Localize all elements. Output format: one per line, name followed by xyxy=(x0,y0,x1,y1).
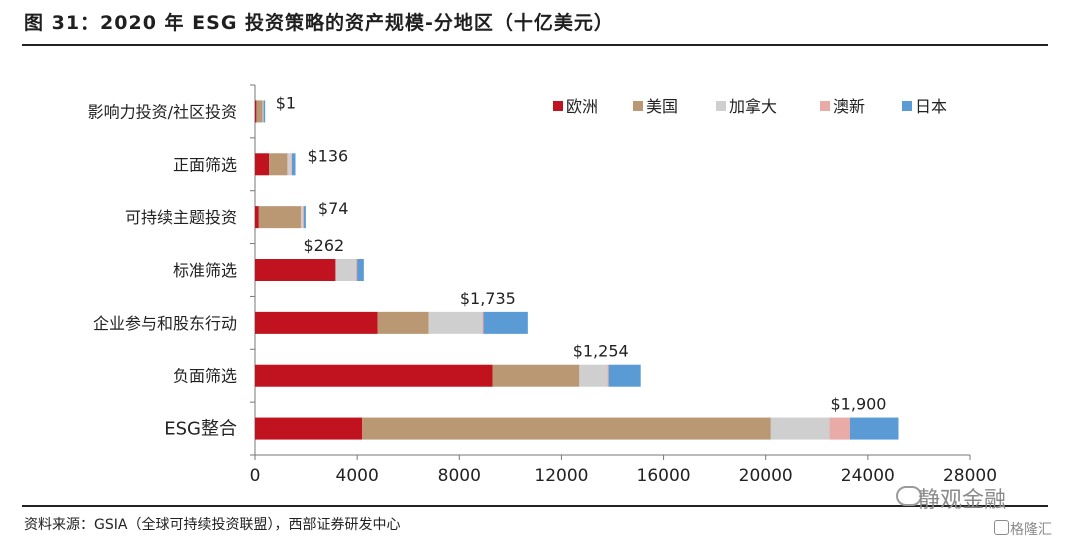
bar-segment-5-row-5 xyxy=(483,311,528,334)
data-label: $1 xyxy=(276,93,296,112)
bar-segment-3-row-3 xyxy=(300,206,304,229)
x-tick-label: 24000 xyxy=(841,466,895,486)
legend-label: 加拿大 xyxy=(729,97,777,116)
bar-segment-2-row-5 xyxy=(377,311,429,334)
legend-swatch xyxy=(820,101,830,111)
data-labels: $1 $136 $74 $262 $1,735 $1,254 $1,900 xyxy=(276,93,887,413)
bar-segment-5-row-4 xyxy=(357,259,364,281)
figure-title: 图 31：2020 年 ESG 投资策略的资产规模-分地区（十亿美元） xyxy=(24,12,614,34)
x-axis: 0 4000 8000 12000 16000 20000 24000 28000 xyxy=(250,454,997,486)
bar-segment-3-row-6 xyxy=(579,364,608,387)
x-tick-label: 0 xyxy=(250,466,261,486)
bar-segment-5-row-2 xyxy=(292,153,296,176)
category-label: 正面筛选 xyxy=(173,155,237,174)
bar-segment-4-row-2 xyxy=(291,153,293,176)
bar-segment-5-row-7 xyxy=(849,417,899,440)
watermark-jingguan: 静观金融 xyxy=(918,488,1007,513)
category-label: 可持续主题投资 xyxy=(125,208,237,227)
bar-segment-4-row-3 xyxy=(303,206,305,229)
bar-segment-1-row-5 xyxy=(255,311,378,334)
x-tick-label: 20000 xyxy=(739,466,793,486)
category-label: 企业参与和股东行动 xyxy=(93,314,237,333)
x-tick-label: 12000 xyxy=(534,466,588,486)
bar-segment-3-row-4 xyxy=(335,259,356,281)
category-label: 标准筛选 xyxy=(173,261,237,280)
bar-segment-4-row-7 xyxy=(829,417,850,440)
source-note: 资料来源：GSIA（全球可持续投资联盟），西部证券研发中心 xyxy=(24,517,401,533)
gelonghui-logo-icon xyxy=(994,520,1009,535)
legend-swatch xyxy=(716,101,726,111)
bar-segment-2-row-1 xyxy=(256,100,263,123)
source-rule xyxy=(22,505,1048,507)
data-label: $1,735 xyxy=(460,289,516,308)
bar-segment-5-row-1 xyxy=(263,100,266,123)
bar-segment-2-row-7 xyxy=(362,417,771,440)
category-label: ESG整合 xyxy=(164,419,237,440)
bar-segment-1-row-6 xyxy=(255,364,493,387)
x-tick-label: 4000 xyxy=(336,466,379,486)
watermark-gelonghui: 格隆汇 xyxy=(1010,522,1052,538)
bar-segment-1-row-1 xyxy=(255,100,257,123)
data-label: $74 xyxy=(318,199,349,218)
x-tick-label: 16000 xyxy=(637,466,691,486)
bar-segment-2-row-3 xyxy=(258,206,301,229)
bar-segment-3-row-7 xyxy=(770,417,830,440)
legend-label: 美国 xyxy=(646,97,678,116)
category-label: 影响力投资/社区投资 xyxy=(88,102,237,121)
bar-segment-5-row-3 xyxy=(304,206,306,229)
bar-segment-1-row-4 xyxy=(255,259,336,281)
bar-segment-5-row-6 xyxy=(608,364,641,387)
legend-swatch xyxy=(633,101,643,111)
legend-label: 澳新 xyxy=(833,97,865,116)
legend-swatch xyxy=(553,101,563,111)
x-tick-label: 8000 xyxy=(438,466,481,486)
legend-label: 日本 xyxy=(915,97,947,116)
bar-segment-4-row-6 xyxy=(607,364,609,387)
data-label: $136 xyxy=(307,146,348,165)
bar-segment-2-row-6 xyxy=(492,364,580,387)
category-label: 负面筛选 xyxy=(173,367,237,386)
data-label: $1,254 xyxy=(573,342,629,361)
data-label: $262 xyxy=(303,236,344,255)
bar-segment-1-row-7 xyxy=(255,417,363,440)
y-axis-ticks xyxy=(250,84,256,456)
x-tick-label: 28000 xyxy=(943,466,997,486)
chart-bars xyxy=(255,100,899,440)
bar-segment-4-row-5 xyxy=(482,311,484,334)
bar-segment-3-row-2 xyxy=(287,153,292,176)
bar-segment-2-row-2 xyxy=(269,153,288,176)
title-rule xyxy=(22,44,1048,46)
bar-segment-1-row-3 xyxy=(255,206,259,229)
legend-swatch xyxy=(902,101,912,111)
bar-segment-3-row-5 xyxy=(428,311,483,334)
wechat-icon xyxy=(896,486,922,506)
bar-segment-4-row-4 xyxy=(355,259,358,281)
bar-segment-3-row-1 xyxy=(262,100,265,123)
data-label: $1,900 xyxy=(831,395,887,414)
bar-segment-1-row-2 xyxy=(255,153,270,176)
legend-label: 欧洲 xyxy=(566,97,598,116)
chart-legend: 欧洲 美国 加拿大 澳新 日本 xyxy=(553,97,947,116)
